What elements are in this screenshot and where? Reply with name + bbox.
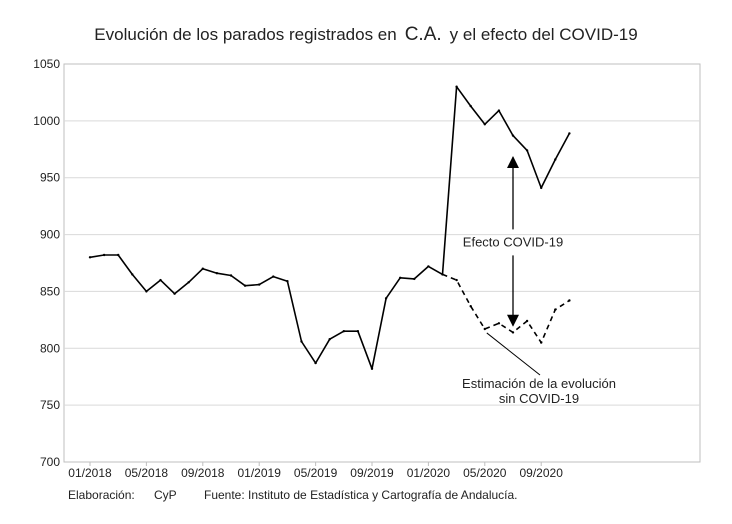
- data-point-estimate: [511, 331, 515, 334]
- data-point-estimate: [441, 273, 444, 276]
- gridlines: [63, 63, 701, 463]
- x-tick-label: 09/2019: [350, 466, 394, 480]
- data-point-observed: [187, 281, 190, 284]
- data-point-estimate: [483, 327, 486, 331]
- data-point-observed: [469, 104, 472, 108]
- data-point-observed: [201, 267, 204, 270]
- data-point-estimate: [469, 305, 472, 308]
- data-point-observed: [483, 123, 486, 126]
- x-tick-label: 09/2020: [520, 466, 564, 480]
- y-tick-label: 850: [40, 284, 60, 298]
- chart-title-prefix: Evolución de los parados registrados en: [94, 25, 397, 44]
- data-point-observed: [342, 330, 345, 333]
- data-point-observed: [554, 158, 557, 161]
- y-axis-tick-labels: 700 750 800 850 900 950 1000 1050: [33, 57, 60, 469]
- data-point-observed: [497, 109, 501, 112]
- data-point-estimate: [554, 308, 557, 311]
- data-point-observed: [455, 85, 458, 88]
- x-tick-label: 01/2019: [238, 466, 282, 480]
- annotation-efecto-covid: Efecto COVID-19: [463, 234, 563, 249]
- data-point-observed: [117, 253, 120, 257]
- series-line-estimate: [442, 273, 570, 344]
- x-tick-label: 01/2018: [68, 466, 112, 480]
- data-point-estimate: [540, 341, 543, 344]
- footer-elaboracion-value: CyP: [154, 488, 177, 502]
- annotations: Efecto COVID-19 Estimación de la evolució…: [462, 156, 616, 406]
- data-point-estimate: [497, 322, 501, 325]
- data-point-observed: [272, 275, 275, 278]
- y-tick-label: 1000: [33, 114, 60, 128]
- data-point-observed: [243, 284, 247, 287]
- estimate-pointer-line: [486, 332, 541, 376]
- data-point-observed: [102, 253, 106, 257]
- data-point-observed: [300, 340, 303, 343]
- data-point-observed: [568, 132, 571, 135]
- x-tick-label: 05/2020: [463, 466, 507, 480]
- data-point-estimate: [525, 319, 529, 323]
- x-tick-label: 05/2019: [294, 466, 338, 480]
- data-point-observed: [384, 297, 388, 300]
- data-point-observed: [540, 186, 543, 190]
- data-point-observed: [131, 273, 134, 276]
- data-point-estimate: [455, 278, 458, 282]
- data-point-observed: [511, 134, 515, 137]
- x-tick-label: 01/2020: [407, 466, 451, 480]
- series-line-observed: [89, 85, 571, 370]
- y-tick-label: 800: [40, 341, 60, 355]
- data-point-observed: [413, 277, 416, 281]
- data-point-observed: [427, 265, 430, 268]
- chart-title-suffix: y el efecto del COVID-19: [449, 25, 638, 44]
- data-point-observed: [88, 256, 92, 259]
- chart-title-region: C.A.: [404, 24, 442, 45]
- footer-elaboracion-label: Elaboración:: [68, 488, 135, 502]
- x-tick-label: 09/2018: [181, 466, 225, 480]
- data-point-observed: [399, 276, 402, 279]
- annotation-estimacion-line: Estimación de la evolución: [462, 376, 616, 391]
- data-point-observed: [370, 367, 374, 370]
- footer-source: Fuente: Instituto de Estadística y Carto…: [204, 488, 518, 502]
- data-point-observed: [229, 274, 233, 277]
- data-point-observed: [286, 280, 289, 283]
- x-axis-tick-labels: 01/2018 05/2018 09/2018 01/2019 05/2019 09/20…: [68, 462, 563, 480]
- data-point-observed: [173, 292, 176, 295]
- y-tick-label: 1050: [33, 57, 60, 71]
- data-point-observed: [159, 278, 162, 282]
- data-point-observed: [258, 283, 261, 286]
- annotation-estimacion: Estimación de la evolución sin COVID-19: [462, 376, 616, 406]
- data-point-observed: [314, 361, 317, 365]
- data-point-observed: [525, 149, 529, 152]
- data-point-observed: [356, 330, 360, 333]
- data-point-estimate: [568, 299, 571, 302]
- series: [88, 85, 571, 370]
- annotation-estimacion-line: sin COVID-19: [499, 391, 579, 406]
- data-point-observed: [215, 272, 219, 275]
- y-tick-label: 750: [40, 398, 60, 412]
- x-tick-label: 05/2018: [125, 466, 169, 480]
- y-tick-label: 900: [40, 228, 60, 242]
- y-tick-label: 700: [40, 455, 60, 469]
- chart-title: Evolución de los parados registrados en C…: [0, 24, 732, 46]
- data-point-observed: [328, 338, 331, 341]
- data-point-observed: [145, 290, 148, 293]
- plot-frame: [63, 63, 701, 463]
- y-tick-label: 950: [40, 171, 60, 185]
